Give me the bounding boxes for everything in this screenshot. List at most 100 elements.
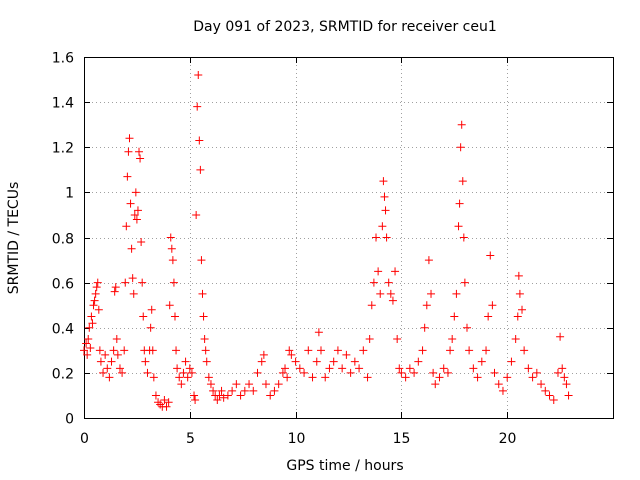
data-point: [120, 346, 129, 355]
data-point: [80, 346, 88, 355]
y-axis-label: SRMTID / TECUs: [6, 182, 22, 295]
data-point: [556, 332, 565, 341]
data-point: [200, 335, 209, 344]
data-point: [147, 305, 156, 314]
data-point: [316, 346, 325, 355]
data-point: [443, 368, 452, 377]
data-point: [439, 364, 448, 373]
data-point: [219, 393, 228, 402]
data-point: [191, 395, 200, 404]
data-point: [185, 364, 194, 373]
data-point: [564, 391, 573, 400]
data-point: [382, 233, 391, 242]
data-point: [193, 102, 202, 111]
data-point: [124, 147, 133, 156]
data-point: [528, 373, 537, 382]
data-point: [274, 380, 283, 389]
data-point: [458, 177, 467, 186]
data-point: [379, 177, 388, 186]
data-point: [133, 206, 142, 215]
data-point: [197, 256, 206, 265]
data-point: [209, 386, 218, 395]
data-point: [363, 373, 372, 382]
data-point: [88, 319, 97, 328]
data-point: [513, 312, 522, 321]
data-point: [123, 172, 132, 181]
data-point: [338, 364, 347, 373]
data-point: [459, 233, 468, 242]
data-point: [376, 289, 385, 298]
data-point: [111, 283, 120, 292]
data-point: [424, 256, 433, 265]
data-point: [393, 335, 402, 344]
data-point: [91, 289, 100, 298]
data-point: [359, 346, 368, 355]
data-point: [462, 323, 471, 332]
data-point: [92, 283, 101, 292]
data-point: [113, 350, 122, 359]
data-point: [369, 278, 378, 287]
data-point: [253, 368, 262, 377]
data-point: [194, 71, 203, 80]
data-point: [195, 136, 204, 145]
data-point: [372, 233, 381, 242]
data-point: [183, 373, 192, 382]
y-tick-label: 1.4: [52, 96, 74, 112]
data-point: [381, 206, 390, 215]
data-point: [541, 386, 550, 395]
grid: [84, 57, 613, 418]
data-point: [170, 312, 179, 321]
data-point: [127, 244, 136, 253]
data-point: [141, 357, 150, 366]
data-point: [96, 357, 105, 366]
data-point: [198, 289, 207, 298]
data-point: [128, 274, 137, 283]
data-point: [85, 323, 94, 332]
data-point: [314, 328, 323, 337]
data-point: [125, 134, 134, 143]
data-point: [87, 312, 96, 321]
data-point: [240, 386, 249, 395]
data-point: [261, 380, 270, 389]
data-point: [503, 373, 512, 382]
data-point: [172, 346, 181, 355]
chart-title: Day 091 of 2023, SRMTID for receiver ceu…: [193, 19, 497, 35]
data-point: [103, 364, 112, 373]
data-point: [422, 301, 431, 310]
data-point: [228, 386, 237, 395]
data-point: [177, 380, 186, 389]
data-point: [199, 312, 208, 321]
data-point: [524, 364, 533, 373]
data-point: [446, 346, 455, 355]
data-point: [388, 296, 397, 305]
data-point: [190, 391, 199, 400]
data-point: [295, 364, 304, 373]
data-point: [553, 368, 562, 377]
y-tick-label: 0.8: [52, 232, 74, 248]
data-point: [367, 301, 376, 310]
axis-ticks: [84, 57, 613, 419]
data-point: [192, 210, 201, 219]
data-point: [420, 323, 429, 332]
data-point: [270, 386, 279, 395]
data-point: [346, 368, 355, 377]
data-point: [507, 357, 516, 366]
data-point: [162, 402, 171, 411]
data-point: [148, 346, 157, 355]
data-point: [259, 350, 268, 359]
data-point: [560, 373, 569, 382]
data-point: [249, 386, 258, 395]
data-point: [266, 391, 275, 400]
y-tick-label: 0: [65, 412, 74, 428]
data-point: [455, 199, 464, 208]
x-tick-label: 15: [393, 431, 411, 447]
data-point: [130, 210, 139, 219]
data-point: [149, 373, 158, 382]
data-point: [342, 350, 351, 359]
data-point: [460, 278, 469, 287]
data-point: [118, 368, 127, 377]
data-point: [386, 289, 395, 298]
data-point: [562, 380, 571, 389]
data-point: [89, 301, 98, 310]
